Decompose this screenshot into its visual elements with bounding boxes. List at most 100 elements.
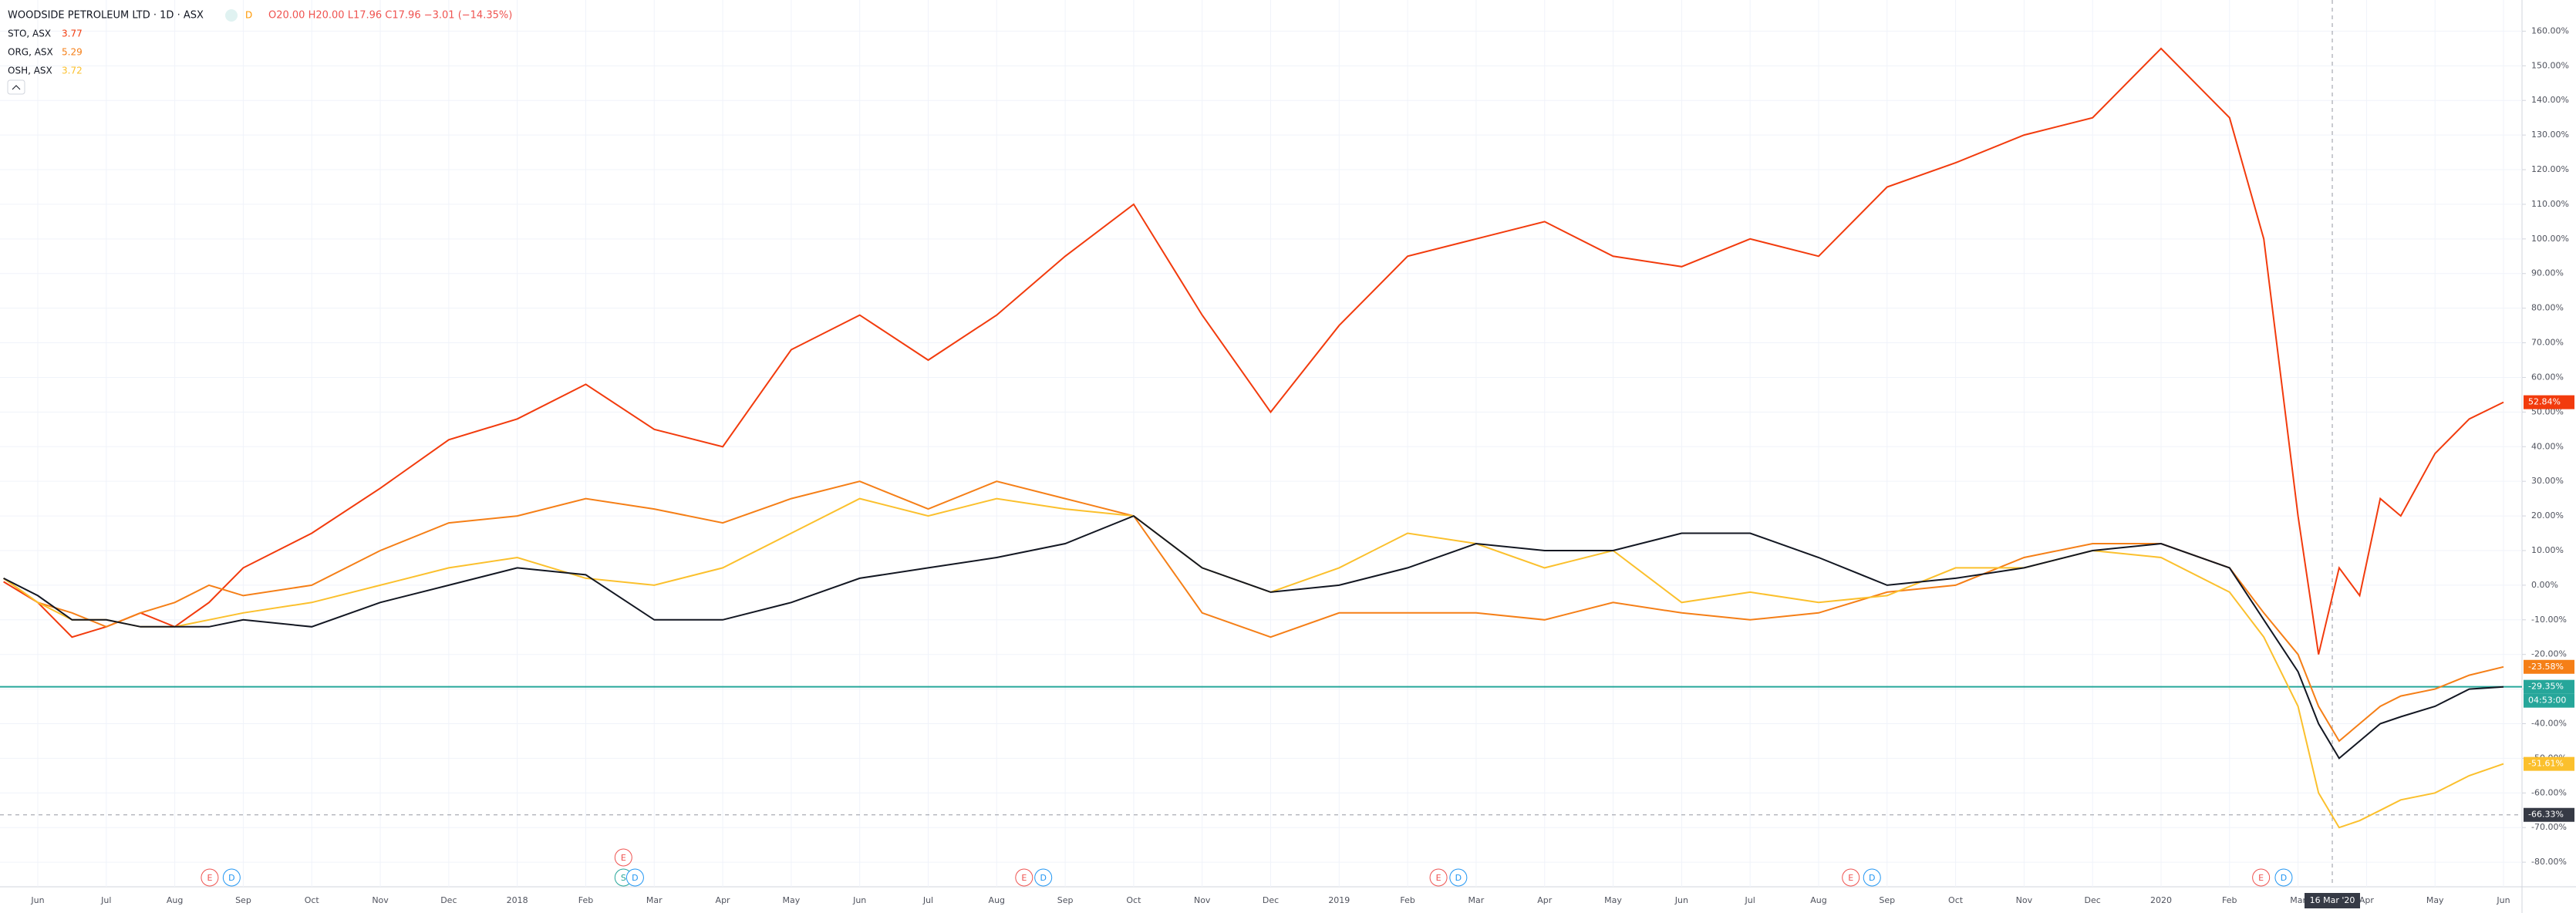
x-tick-label: May	[2426, 895, 2444, 905]
x-tick-label: Jun	[1674, 895, 1688, 905]
x-tick-label: Nov	[2016, 895, 2033, 905]
y-tick-label: 150.00%	[2531, 60, 2569, 70]
y-tick-label: -70.00%	[2531, 822, 2567, 832]
status-dot	[225, 9, 238, 22]
legend-name: ORG, ASX	[8, 47, 53, 58]
event-marker[interactable]	[1842, 868, 1860, 887]
x-tick-label: Sep	[1057, 895, 1074, 905]
last-value-label: 52.84%	[2528, 397, 2561, 407]
crosshair-x-bg	[2305, 893, 2361, 908]
event-label: D	[1869, 873, 1875, 883]
x-tick-label: Nov	[1194, 895, 1211, 905]
collapse-icon	[12, 85, 21, 90]
chart-title: WOODSIDE PETROLEUM LTD · 1D · ASX	[8, 10, 204, 22]
y-tick-label: 30.00%	[2531, 476, 2564, 486]
series-line	[3, 480, 2504, 743]
ohlc: O20.00 H20.00 L17.96 C17.96 −3.01 (−14.3…	[268, 10, 512, 22]
x-tick-label: 2019	[1328, 895, 1350, 905]
last-value-label-bg	[2524, 395, 2574, 409]
y-tick-label: 50.00%	[2531, 406, 2564, 416]
y-tick-label: -10.00%	[2531, 615, 2567, 625]
x-tick-label: Feb	[1400, 895, 1414, 905]
x-tick-label: May	[783, 895, 801, 905]
y-tick-label: 90.00%	[2531, 268, 2564, 278]
x-tick-label: Mar	[2290, 895, 2306, 905]
event-label: D	[228, 873, 234, 883]
x-tick-label: Dec	[2085, 895, 2101, 905]
y-tick-label: 100.00%	[2531, 234, 2569, 244]
countdown: 04:53:00	[2528, 696, 2566, 706]
last-value-label: -29.35%	[2528, 682, 2564, 692]
event-label: D	[632, 873, 638, 883]
y-tick-label: 130.00%	[2531, 130, 2569, 140]
series-line	[3, 47, 2504, 655]
interval-badge: D	[245, 10, 252, 21]
x-tick-label: Aug	[167, 895, 183, 905]
y-tick-label: 120.00%	[2531, 164, 2569, 174]
x-tick-label: Sep	[235, 895, 251, 905]
y-tick-label: 70.00%	[2531, 338, 2564, 348]
event-label: E	[1436, 873, 1441, 883]
x-tick-label: Apr	[2359, 895, 2375, 905]
legend-name: OSH, ASX	[8, 66, 52, 76]
event-label: D	[2281, 873, 2287, 883]
y-tick-label: -60.00%	[2531, 787, 2567, 797]
event-marker[interactable]	[1429, 868, 1448, 887]
crosshair-y-label-bg	[2524, 807, 2574, 822]
header: WOODSIDE PETROLEUM LTD · 1D · ASX D O20.…	[7, 9, 512, 95]
x-tick-label: Oct	[305, 895, 320, 905]
event-marker[interactable]	[1034, 868, 1053, 887]
event-marker[interactable]	[2252, 868, 2271, 887]
last-value-label-bg	[2524, 756, 2574, 771]
grid	[0, 0, 2522, 887]
legend-value: 5.29	[62, 47, 83, 58]
series-line	[3, 514, 2504, 760]
event-label: E	[621, 853, 626, 863]
y-tick-label: 20.00%	[2531, 510, 2564, 521]
crosshair-x-label: 16 Mar '20	[2310, 895, 2355, 905]
plot	[3, 47, 2504, 829]
x-tick-label: Oct	[1948, 895, 1964, 905]
x-tick-label: Jun	[852, 895, 866, 905]
x-tick-label: Aug	[1810, 895, 1826, 905]
x-tick-label: Jul	[922, 895, 933, 905]
x-tick-label: Dec	[440, 895, 457, 905]
x-tick-label: Sep	[1879, 895, 1895, 905]
x-tick-label: Jun	[2496, 895, 2510, 905]
event-marker[interactable]	[222, 868, 241, 887]
x-tick-label: May	[1604, 895, 1622, 905]
event-marker[interactable]	[1863, 868, 1881, 887]
event-label: D	[1455, 873, 1462, 883]
x-tick-label: Jul	[100, 895, 111, 905]
x-tick-label: Apr	[1537, 895, 1553, 905]
legend-value: 3.77	[62, 29, 83, 39]
x-tick-label: Nov	[372, 895, 389, 905]
event-marker[interactable]	[1449, 868, 1468, 887]
crosshair-y-label: -66.33%	[2528, 810, 2564, 820]
collapse-button[interactable]	[7, 79, 25, 95]
event-marker[interactable]	[625, 868, 644, 887]
event-label: S	[621, 873, 626, 883]
y-tick-label: 40.00%	[2531, 441, 2564, 451]
countdown-bg	[2524, 693, 2574, 708]
event-label: E	[2258, 873, 2264, 883]
last-value-label: -51.61%	[2528, 759, 2564, 769]
y-tick-label: 0.00%	[2531, 580, 2558, 590]
event-label: E	[1848, 873, 1853, 883]
x-tick-label: Mar	[1468, 895, 1485, 905]
event-marker[interactable]	[614, 848, 632, 867]
y-tick-label: 60.00%	[2531, 372, 2564, 382]
x-tick-label: Feb	[578, 895, 593, 905]
event-marker[interactable]	[2274, 868, 2293, 887]
event-marker[interactable]	[1015, 868, 1033, 887]
event-marker[interactable]	[201, 868, 219, 887]
x-tick-label: Feb	[2222, 895, 2237, 905]
last-value-label-bg	[2524, 659, 2574, 674]
y-tick-label: -80.00%	[2531, 857, 2567, 867]
event-label: E	[1021, 873, 1027, 883]
series-line	[3, 497, 2504, 829]
x-tick-label: Apr	[716, 895, 731, 905]
y-tick-label: 140.00%	[2531, 95, 2569, 105]
